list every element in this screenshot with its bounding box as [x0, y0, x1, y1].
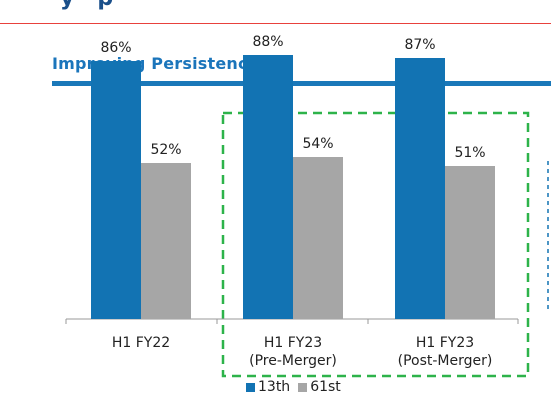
legend-item-61st: 61st: [298, 379, 341, 395]
bar-61st-0: [141, 163, 191, 319]
bar-61st-2: [445, 166, 495, 319]
legend-swatch-13th: [246, 382, 255, 392]
top-title-fragment: y p: [60, 0, 113, 11]
x-tick-label-2-0: H1 FY23: [416, 335, 474, 351]
x-tick-label-0-0: H1 FY22: [112, 335, 170, 351]
legend-label-13th: 13th: [258, 379, 291, 395]
legend-label-61st: 61st: [310, 379, 341, 395]
data-label-13th-2: 87%: [404, 37, 435, 53]
data-label-13th-1: 88%: [252, 34, 283, 50]
bar-61st-1: [293, 157, 343, 319]
bar-13th-0: [91, 61, 141, 319]
bar-13th-1: [243, 55, 293, 319]
chart-legend: 13th 61st: [246, 377, 349, 397]
bar-13th-2: [395, 58, 445, 319]
data-label-61st-1: 54%: [302, 136, 333, 152]
highlight-dashed-box: [221, 111, 530, 378]
x-tick-label-2-1: (Post-Merger): [398, 353, 493, 369]
legend-item-13th: 13th: [246, 379, 290, 395]
x-tick-label-1-0: H1 FY23: [264, 335, 322, 351]
heading-underline: [52, 81, 551, 86]
legend-swatch-61st: [298, 382, 308, 392]
data-label-61st-2: 51%: [454, 145, 485, 161]
data-label-13th-0: 86%: [100, 40, 131, 56]
x-tick-label-1-1: (Pre-Merger): [249, 353, 337, 369]
top-red-rule: [0, 23, 551, 24]
data-label-61st-0: 52%: [150, 142, 181, 158]
